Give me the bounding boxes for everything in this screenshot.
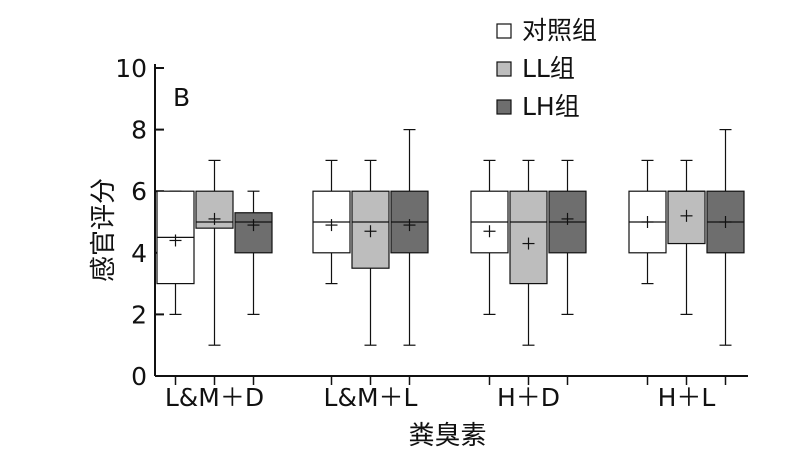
legend-swatch-2: [496, 61, 512, 77]
box-1-2: [195, 159, 234, 346]
legend-swatch-1: [496, 23, 512, 39]
box-3-2: [509, 159, 548, 346]
y-tick-label: 10: [115, 54, 147, 83]
x-tick-label: H＋D: [497, 383, 560, 412]
box-3-3: [548, 159, 587, 315]
x-axis-label: 粪臭素: [408, 421, 486, 451]
box-3-1: [470, 159, 509, 315]
panel-label: B: [173, 83, 190, 112]
box-1-3: [234, 190, 273, 315]
y-tick-label: 2: [131, 300, 147, 329]
x-axis: L&M＋D L&M＋L H＋D H＋L: [155, 375, 748, 412]
box-4-2: [667, 159, 706, 315]
y-tick-label: 4: [131, 239, 147, 268]
box-2-2: [351, 159, 390, 346]
y-axis: 0 2 4 6 8 10: [115, 54, 164, 391]
x-tick-label: L&M＋D: [165, 383, 264, 412]
y-axis-label: 感官评分: [89, 178, 119, 282]
box-4-3: [706, 129, 745, 346]
y-tick-label: 6: [131, 177, 147, 206]
legend-label-1: 对照组: [522, 16, 597, 45]
legend-label-2: LL组: [522, 54, 575, 83]
box-1-1: [156, 190, 195, 315]
iqr-box: [234, 212, 273, 254]
x-tick-label: L&M＋L: [324, 383, 418, 412]
y-tick-label: 0: [131, 362, 147, 391]
box-4-1: [628, 159, 667, 285]
y-tick-label: 8: [131, 116, 147, 145]
legend-label-3: LH组: [522, 92, 580, 121]
box-groups: [156, 129, 745, 346]
iqr-box: [509, 190, 548, 285]
legend: 对照组 LL组 LH组: [496, 16, 597, 121]
box-2-1: [312, 159, 351, 285]
box-2-3: [390, 129, 429, 346]
x-tick-label: H＋L: [658, 383, 716, 412]
legend-swatch-3: [496, 99, 512, 115]
